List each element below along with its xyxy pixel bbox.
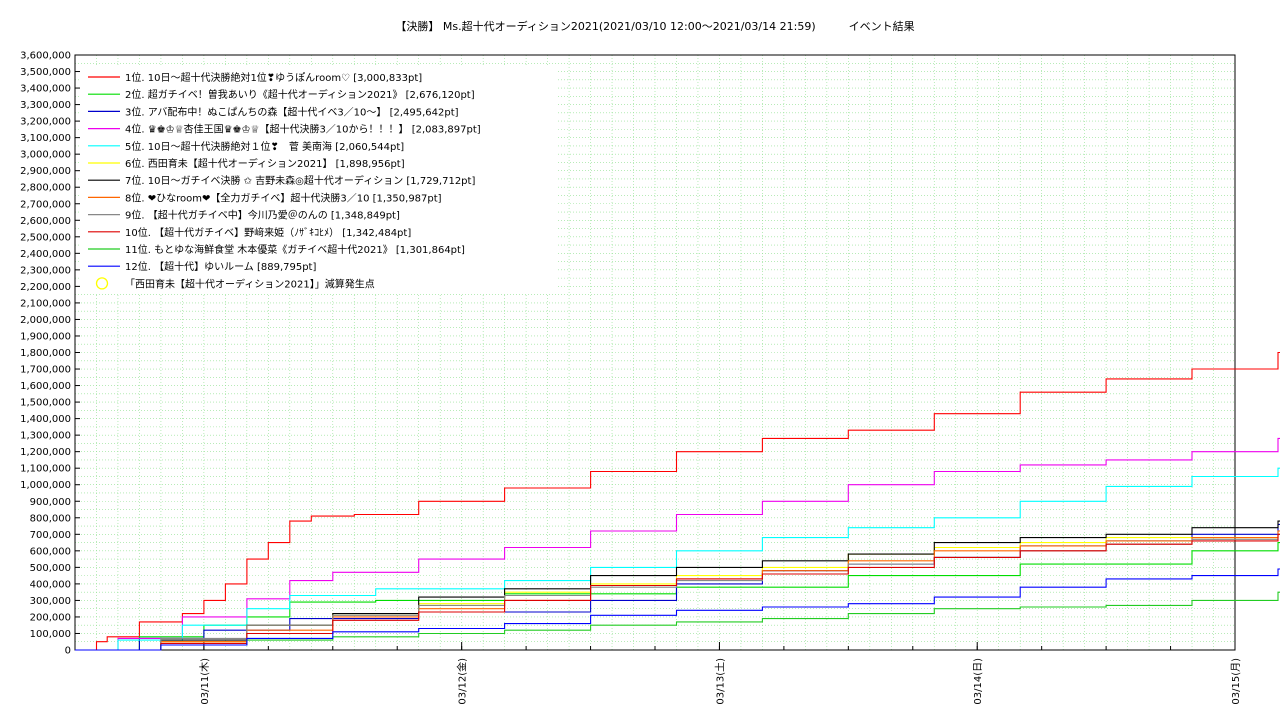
series-line-8 <box>75 530 1280 651</box>
legend-label-2: 2位. 超ガチイベ！曽我あいり《超十代オーディション2021》 [2,676,1… <box>125 88 475 101</box>
y-tick-label: 3,400,000 <box>20 84 71 95</box>
x-tick-label: 03/14(日) <box>973 658 984 705</box>
series-line-10 <box>75 533 1280 651</box>
x-tick-label: 03/13(土) <box>713 658 726 705</box>
y-tick-label: 1,200,000 <box>20 447 71 458</box>
y-tick-label: 1,100,000 <box>20 464 71 475</box>
series-lines <box>75 351 1280 651</box>
y-tick-label: 2,000,000 <box>20 315 71 326</box>
y-tick-label: 200,000 <box>30 612 71 623</box>
series-line-7 <box>75 520 1280 651</box>
y-tick-label: 500,000 <box>30 563 71 574</box>
y-tick-label: 1,400,000 <box>20 414 71 425</box>
legend-box <box>81 65 556 293</box>
legend-label-1: 1位. 10日〜超十代決勝絶対1位❣ゆうぽんroom♡ [3,000,833pt… <box>125 71 422 84</box>
axes: 0 100,000 200,000 300,000 400,000 500,000 600,… <box>20 51 1242 705</box>
y-tick-label: 900,000 <box>30 497 71 508</box>
x-tick-label: 03/15(月) <box>1230 658 1242 705</box>
y-tick-label: 100,000 <box>30 629 71 640</box>
y-tick-label: 800,000 <box>30 513 71 524</box>
y-tick-label: 1,800,000 <box>20 348 71 359</box>
y-tick-label: 300,000 <box>30 596 71 607</box>
series-line-4 <box>75 437 1280 651</box>
y-tick-label: 1,000,000 <box>20 480 71 491</box>
y-tick-label: 2,200,000 <box>20 282 71 293</box>
series-line-12 <box>75 568 1280 651</box>
series-line-5 <box>75 467 1280 651</box>
y-tick-label: 700,000 <box>30 530 71 541</box>
y-tick-label: 1,700,000 <box>20 365 71 376</box>
y-tick-label: 2,600,000 <box>20 216 71 227</box>
y-tick-label: 1,600,000 <box>20 381 71 392</box>
legend-label-12: 12位. 【超十代】ゆいルーム [889,795pt] <box>125 260 316 273</box>
y-tick-label: 400,000 <box>30 579 71 590</box>
series-line-3 <box>75 523 1280 651</box>
y-tick-label: 2,700,000 <box>20 199 71 210</box>
chart-title: 【決勝】 Ms.超十代オーディション2021(2021/03/10 12:00〜… <box>395 19 914 33</box>
series-line-11 <box>75 591 1280 651</box>
y-tick-label: 2,800,000 <box>20 183 71 194</box>
legend-label-9: 9位. 【超十代ガチイベ中】今川乃愛＠のんの [1,348,849pt] <box>125 209 400 222</box>
y-tick-label: 3,200,000 <box>20 117 71 128</box>
x-tick-label: 03/12(金) <box>456 658 469 705</box>
y-tick-label: 3,300,000 <box>20 100 71 111</box>
legend-label-10: 10位. 【超十代ガチイベ】野﨑来姫（ﾉｻﾞｷｺﾋﾒ） [1,342,484pt… <box>125 226 411 239</box>
legend-label-7: 7位. 10日〜ガチイベ決勝 ✩ 吉野未森◎超十代オーディション [1,729,… <box>125 174 475 187</box>
y-tick-label: 2,500,000 <box>20 232 71 243</box>
y-tick-label: 0 <box>65 646 71 657</box>
y-tick-label: 2,100,000 <box>20 298 71 309</box>
y-tick-label: 1,500,000 <box>20 398 71 409</box>
legend-marker-icon <box>95 277 109 290</box>
y-tick-label: 1,300,000 <box>20 431 71 442</box>
y-tick-label: 3,500,000 <box>20 67 71 78</box>
legend-label-8: 8位. ❤ひなroom❤【全力ガチイベ】超十代決勝3／10 [1,350,987… <box>125 191 442 204</box>
legend: 1位. 10日〜超十代決勝絶対1位❣ゆうぽんroom♡ [3,000,833pt… <box>81 65 556 293</box>
legend-label-4: 4位. ♛♚♔♕杏佳王国♛♚♔♕【超十代決勝3／10から！！！】 [2,083,… <box>125 123 481 136</box>
y-tick-label: 3,100,000 <box>20 133 71 144</box>
y-tick-label: 2,400,000 <box>20 249 71 260</box>
legend-label-11: 11位. もとゆな海鮮食堂 木本優菜《ガチイベ超十代2021》 [1,301,8… <box>125 243 465 256</box>
y-tick-label: 600,000 <box>30 546 71 557</box>
legend-label-6: 6位. 西田育未【超十代オーディション2021】 [1,898,956pt] <box>125 157 405 170</box>
y-tick-label: 3,000,000 <box>20 150 71 161</box>
y-tick-label: 3,600,000 <box>20 51 71 62</box>
series-line-1 <box>75 351 1280 651</box>
legend-label-5: 5位. 10日〜超十代決勝絶対１位❣ 菅 美南海 [2,060,544pt] <box>125 140 404 153</box>
legend-marker-label: 「西田育未【超十代オーディション2021】」減算発生点 <box>125 277 375 290</box>
y-tick-label: 1,900,000 <box>20 331 71 342</box>
series-line-2 <box>75 542 1280 651</box>
x-tick-label: 03/11(木) <box>199 658 211 705</box>
y-tick-label: 2,300,000 <box>20 265 71 276</box>
y-tick-label: 2,900,000 <box>20 166 71 177</box>
legend-label-3: 3位. アバ配布中！ぬこぱんちの森【超十代イベ3／10〜】 [2,495,642… <box>125 105 459 118</box>
